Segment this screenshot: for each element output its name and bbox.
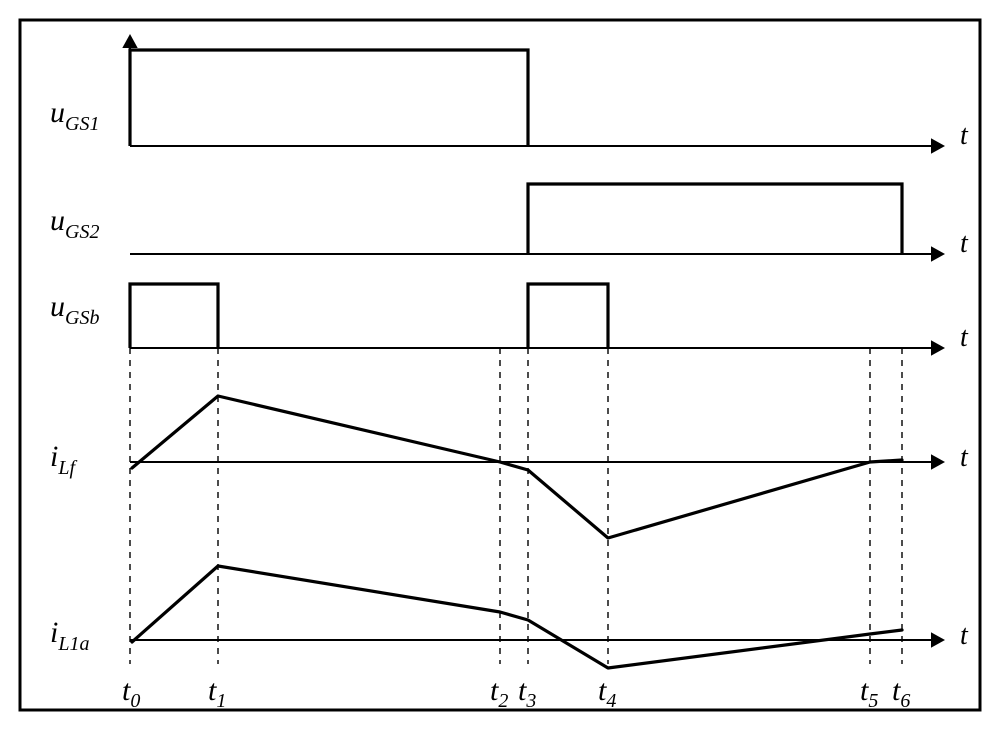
wave-iLf: [132, 396, 902, 538]
wave-iL1a: [132, 566, 902, 668]
wave-uGS1: [130, 50, 528, 146]
axis-t-label: t: [960, 228, 969, 259]
wave-uGSb-p2: [528, 284, 608, 348]
label-uGS2: uGS2: [50, 204, 99, 243]
time-label-t6: t6: [892, 674, 910, 712]
wave-uGSb-p1: [130, 284, 218, 348]
axis-t-label: t: [960, 322, 969, 353]
label-iL1a: iL1a: [50, 616, 89, 655]
time-label-t0: t0: [122, 674, 140, 712]
label-iLf: iLf: [50, 440, 77, 479]
time-label-t3: t3: [518, 674, 536, 712]
time-label-t5: t5: [860, 674, 878, 712]
wave-uGS2: [528, 184, 902, 254]
time-label-t2: t2: [490, 674, 508, 712]
time-label-t4: t4: [598, 674, 616, 712]
label-uGSb: uGSb: [50, 290, 99, 329]
axis-t-label: t: [960, 120, 969, 151]
time-label-t1: t1: [208, 674, 226, 712]
axis-t-label: t: [960, 442, 969, 473]
axis-t-label: t: [960, 620, 969, 651]
label-uGS1: uGS1: [50, 96, 99, 135]
